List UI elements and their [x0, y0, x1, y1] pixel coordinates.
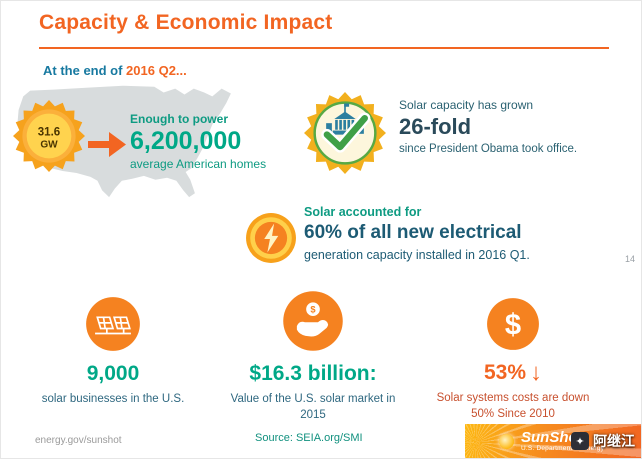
cost-decline-value: 53% ↓	[423, 361, 603, 385]
intro-highlight: 2016 Q2...	[126, 63, 187, 78]
gw-unit: GW	[40, 140, 58, 151]
generation-lead: Solar accounted for	[304, 205, 422, 219]
source-link[interactable]: Source: SEIA.org/SMI	[255, 432, 363, 444]
page-title: Capacity & Economic Impact	[39, 11, 333, 34]
gw-value: 31.6	[38, 126, 60, 138]
businesses-value: 9,000	[86, 362, 140, 385]
right-arrow-icon	[88, 132, 126, 157]
market-value: $16.3 billion:	[249, 362, 377, 385]
growth-value: 26-fold	[399, 114, 472, 139]
hand-coin-icon: $	[282, 290, 344, 352]
lightning-bolt-icon	[245, 212, 297, 264]
capitol-seal-checkmark-icon	[304, 92, 386, 174]
watermark-text: 阿继江	[593, 433, 635, 449]
sunshot-sun-icon	[499, 433, 514, 449]
market-value-caption: Value of the U.S. solar market in 2015	[230, 393, 396, 421]
watermark: ✦ 阿继江	[571, 431, 635, 451]
sunshot-logo-text-group: SunShot U.S. Department of Energy	[521, 428, 605, 453]
coin-dollar-glyph: $	[310, 305, 316, 315]
growth-lead: Solar capacity has grown	[399, 98, 534, 112]
intro-line: At the end of 2016 Q2...	[43, 63, 187, 78]
generation-stat: Solar accounted for 60% of all new elect…	[304, 205, 634, 262]
sun-capacity-icon: 31.6 GW	[13, 100, 85, 172]
growth-stat: Solar capacity has grown 26-fold since P…	[399, 98, 634, 155]
businesses-stat: 9,000 solar businesses in the U.S.	[23, 296, 203, 408]
sunshot-logo-text: SunShot	[521, 428, 583, 446]
businesses-caption: solar businesses in the U.S.	[41, 393, 185, 405]
dollar-sign-icon: $	[486, 297, 540, 351]
energy-gov-link[interactable]: energy.gov/sunshot	[35, 435, 122, 446]
page-number: 14	[624, 254, 635, 264]
watermark-logo-icon: ✦	[571, 432, 589, 450]
cost-decline-stat: $ 53% ↓ Solar systems costs are down 50% …	[423, 297, 603, 422]
sunshot-logo: SunShot U.S. Department of Energy	[465, 424, 641, 458]
homes-powered-stat: Enough to power 6,200,000 average Americ…	[130, 112, 330, 171]
generation-caption: generation capacity installed in 2016 Q1…	[304, 248, 530, 262]
doe-logo-subtext: U.S. Department of Energy	[521, 445, 605, 453]
title-divider	[39, 47, 609, 49]
solar-panels-icon	[85, 296, 141, 352]
market-value-stat: $ $16.3 billion: Value of the U.S. solar…	[218, 290, 408, 423]
homes-powered-caption: average American homes	[130, 157, 267, 172]
dollar-glyph: $	[505, 309, 521, 341]
generation-value: 60% of all new electrical	[304, 222, 522, 243]
cost-decline-percent: 53%	[483, 361, 527, 384]
cost-decline-caption: Solar systems costs are down 50% Since 2…	[436, 392, 590, 420]
homes-powered-lead: Enough to power	[130, 112, 228, 126]
intro-prefix: At the end of	[43, 63, 127, 78]
homes-powered-value: 6,200,000	[130, 127, 242, 155]
growth-caption: since President Obama took office.	[399, 143, 578, 155]
down-arrow-icon: ↓	[530, 359, 543, 386]
